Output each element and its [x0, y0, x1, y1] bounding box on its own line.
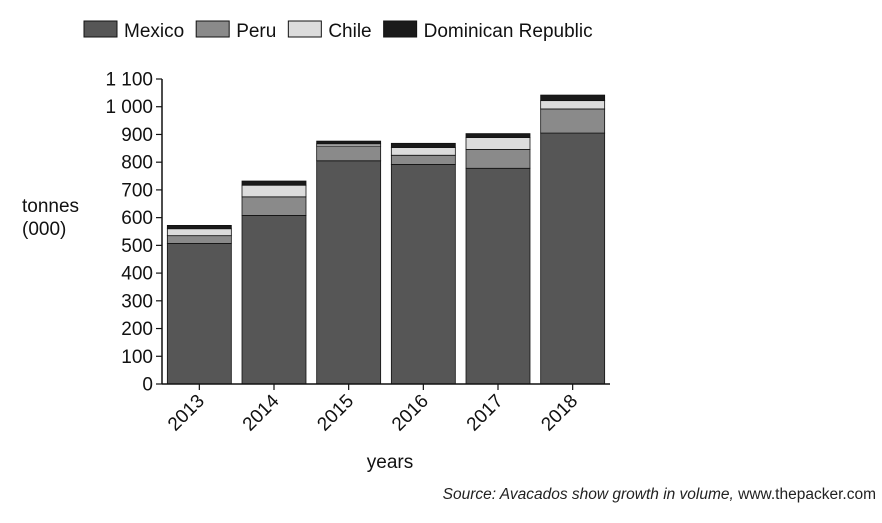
bar-2016-mexico	[390, 163, 456, 385]
bar-2016-dominican-republic	[390, 142, 456, 148]
bar-2018-dominican-republic	[540, 94, 606, 102]
source-url: www.thepacker.com	[733, 486, 876, 503]
x-tick-label: 2018	[537, 391, 582, 436]
legend-label-mexico: Mexico	[124, 21, 184, 42]
bar-2013-mexico	[166, 243, 232, 385]
legend-swatch-chile	[287, 20, 322, 38]
legend-label-dominican-republic: Dominican Republic	[424, 21, 593, 42]
bar-2013-dominican-republic	[166, 224, 232, 230]
y-tick-label: 800	[121, 153, 153, 174]
x-tick-label: 2013	[164, 391, 209, 436]
bar-2015-mexico	[316, 160, 382, 385]
y-tick-label: 200	[121, 319, 153, 340]
y-axis-label-line: tonnes	[22, 196, 79, 217]
bar-2014-peru	[241, 196, 307, 216]
bar-2013-chile	[166, 228, 232, 237]
source-title: Source: Avacados show growth in volume,	[442, 486, 734, 503]
bar-2017-dominican-republic	[465, 133, 531, 138]
y-tick-label: 100	[121, 347, 153, 368]
bar-2016-peru	[390, 154, 456, 165]
y-tick-label: 1 000	[105, 97, 153, 118]
x-axis-label: years	[367, 452, 413, 473]
y-tick-label: 400	[121, 264, 153, 285]
bars	[166, 94, 606, 385]
x-tick-label: 2017	[463, 391, 508, 436]
y-axis-label-line: (000)	[22, 219, 66, 240]
legend: Mexico Peru Chile Dominican Republic	[83, 20, 593, 42]
x-tick-label: 2014	[239, 390, 284, 435]
bar-2015-peru	[316, 145, 382, 162]
bar-2014-chile	[241, 184, 307, 198]
bar-2017-chile	[465, 137, 531, 150]
y-tick-label: 900	[121, 125, 153, 146]
y-tick-label: 500	[121, 236, 153, 257]
x-tick-label: 2015	[313, 391, 358, 436]
legend-swatch-dominican-republic	[383, 20, 418, 38]
bar-2014-mexico	[241, 215, 307, 385]
legend-label-chile: Chile	[328, 21, 371, 42]
y-tick-label: 600	[121, 208, 153, 229]
y-tick-label: 700	[121, 180, 153, 201]
source-citation: Source: Avacados show growth in volume, …	[360, 486, 876, 504]
bar-2018-chile	[540, 100, 606, 110]
bar-2014-dominican-republic	[241, 180, 307, 186]
y-tick-label: 0	[142, 375, 153, 396]
legend-label-peru: Peru	[236, 21, 276, 42]
bar-2018-mexico	[540, 132, 606, 385]
bar-2018-peru	[540, 108, 606, 134]
bar-2017-peru	[465, 149, 531, 169]
y-axis-label: tonnes(000)	[22, 196, 79, 240]
legend-swatch-peru	[195, 20, 230, 38]
bar-2013-peru	[166, 235, 232, 244]
y-tick-label: 1 100	[105, 70, 153, 91]
legend-swatch-mexico	[83, 20, 118, 38]
x-tick-label: 2016	[388, 391, 433, 436]
bar-2015-dominican-republic	[316, 140, 382, 145]
bar-2017-mexico	[465, 167, 531, 385]
y-tick-label: 300	[121, 291, 153, 312]
bar-2016-chile	[390, 147, 456, 156]
